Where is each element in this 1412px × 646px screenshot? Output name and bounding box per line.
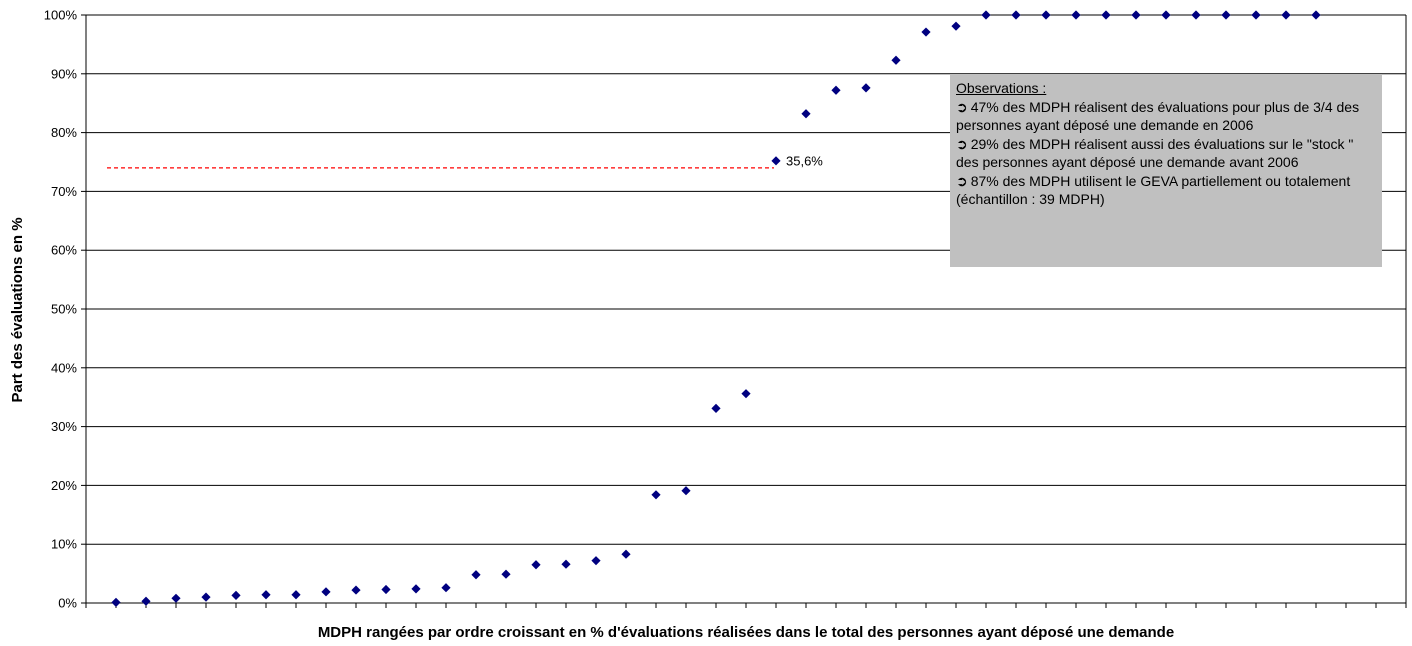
observation-text: 87% des MDPH utilisent le GEVA partielle… xyxy=(956,172,1351,208)
gridlines xyxy=(86,14,1406,604)
y-axis-title: Part des évaluations en % xyxy=(9,217,26,402)
data-point xyxy=(201,592,211,602)
data-point xyxy=(261,590,271,600)
arrow-right-icon: ➲ xyxy=(956,98,968,115)
observations-box: Observations : ➲ 47% des MDPH réalisent d… xyxy=(950,74,1382,267)
data-point xyxy=(1131,10,1141,20)
y-tick-label: 10% xyxy=(51,537,77,552)
data-point xyxy=(1251,10,1261,20)
data-points xyxy=(111,10,1321,608)
data-point xyxy=(321,587,331,597)
y-tick-label: 0% xyxy=(58,596,77,611)
data-point xyxy=(1221,10,1231,20)
y-tick-label: 30% xyxy=(51,419,77,434)
y-tick-label: 60% xyxy=(51,243,77,258)
data-point xyxy=(381,584,391,595)
y-tick-label: 40% xyxy=(51,360,77,375)
x-axis-title: MDPH rangées par ordre croissant en % d'… xyxy=(318,624,1174,641)
data-point xyxy=(351,585,361,595)
data-point xyxy=(771,156,781,166)
data-point xyxy=(981,10,991,20)
data-point xyxy=(921,27,931,37)
data-point xyxy=(141,596,151,606)
y-tick-label: 50% xyxy=(51,302,77,317)
observation-item: ➲ 47% des MDPH réalisent des évaluations … xyxy=(956,98,1376,135)
data-point xyxy=(1041,10,1051,20)
y-tick-label: 70% xyxy=(51,184,77,199)
observation-text: 47% des MDPH réalisent des évaluations p… xyxy=(956,98,1360,134)
y-tick-label: 100% xyxy=(44,8,78,23)
observation-text: 29% des MDPH réalisent aussi des évaluat… xyxy=(956,135,1354,171)
data-point xyxy=(471,570,481,580)
data-point xyxy=(441,583,451,593)
data-point xyxy=(951,21,961,31)
data-point xyxy=(681,486,691,496)
data-point xyxy=(891,55,901,65)
data-label: 35,6% xyxy=(786,153,823,168)
arrow-right-icon: ➲ xyxy=(956,172,968,189)
data-point xyxy=(111,597,121,608)
observation-item: ➲ 87% des MDPH utilisent le GEVA partiell… xyxy=(956,172,1376,209)
data-point xyxy=(501,569,511,579)
data-point xyxy=(651,490,661,500)
data-point xyxy=(231,590,241,600)
y-tick-label: 20% xyxy=(51,478,77,493)
y-axis-ticks: 0% 10% 20% 30% 40% 50% 60% 70% 80% 90% 100% xyxy=(44,8,86,611)
x-axis-ticks xyxy=(85,603,1407,608)
data-point xyxy=(1011,10,1021,20)
observation-item: ➲ 29% des MDPH réalisent aussi des évalua… xyxy=(956,135,1376,172)
y-tick-label: 90% xyxy=(51,66,77,81)
data-point xyxy=(711,403,721,413)
data-point xyxy=(1281,10,1291,20)
data-point xyxy=(861,83,871,93)
observations-title: Observations : xyxy=(956,80,1047,96)
arrow-right-icon: ➲ xyxy=(956,135,968,152)
data-point xyxy=(531,560,541,570)
data-point xyxy=(171,593,181,603)
y-tick-label: 80% xyxy=(51,125,77,140)
data-point xyxy=(1071,10,1081,20)
data-point xyxy=(561,559,571,569)
data-labels: 35,6% xyxy=(786,153,823,168)
data-point xyxy=(1101,10,1111,20)
data-point xyxy=(591,556,601,566)
data-point xyxy=(801,109,811,119)
data-point xyxy=(621,549,631,559)
data-point xyxy=(1161,10,1171,20)
data-point xyxy=(831,85,841,95)
data-point xyxy=(1191,10,1201,20)
data-point xyxy=(411,584,421,594)
data-point xyxy=(741,389,751,399)
data-point xyxy=(1311,10,1321,20)
data-point xyxy=(291,590,301,600)
